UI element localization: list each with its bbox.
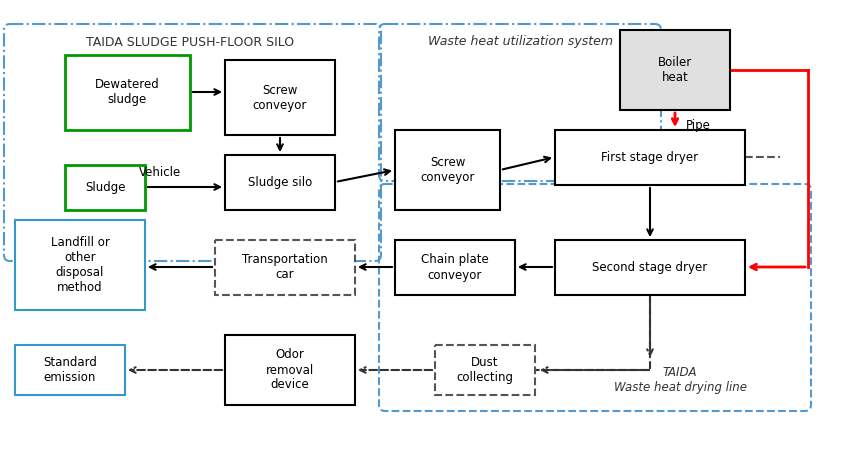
FancyBboxPatch shape [395, 130, 500, 210]
Text: Sludge: Sludge [85, 181, 126, 194]
Text: Standard
emission: Standard emission [43, 356, 97, 384]
Text: TAIDA SLUDGE PUSH-FLOOR SILO: TAIDA SLUDGE PUSH-FLOOR SILO [86, 36, 294, 49]
Text: Sludge silo: Sludge silo [248, 176, 312, 189]
FancyBboxPatch shape [435, 345, 535, 395]
Text: Dewatered
sludge: Dewatered sludge [95, 78, 160, 106]
FancyBboxPatch shape [15, 345, 125, 395]
Text: TAIDA
Waste heat drying line: TAIDA Waste heat drying line [613, 366, 746, 394]
Text: Chain plate
conveyor: Chain plate conveyor [421, 253, 489, 281]
FancyBboxPatch shape [395, 240, 515, 295]
FancyBboxPatch shape [555, 240, 745, 295]
FancyBboxPatch shape [555, 130, 745, 185]
FancyBboxPatch shape [225, 335, 355, 405]
Text: Landfill or
other
disposal
method: Landfill or other disposal method [51, 236, 109, 294]
FancyBboxPatch shape [225, 60, 335, 135]
FancyBboxPatch shape [15, 220, 145, 310]
Text: Odor
removal
device: Odor removal device [266, 349, 314, 391]
Text: Boiler
heat: Boiler heat [658, 56, 692, 84]
Text: Transportation
car: Transportation car [243, 253, 328, 281]
FancyBboxPatch shape [215, 240, 355, 295]
FancyBboxPatch shape [65, 165, 145, 210]
Text: Screw
conveyor: Screw conveyor [253, 83, 307, 111]
Text: Second stage dryer: Second stage dryer [593, 261, 707, 274]
Text: Vehicle: Vehicle [139, 166, 181, 179]
Text: Waste heat utilization system: Waste heat utilization system [427, 36, 612, 49]
Text: Pipe: Pipe [686, 119, 711, 132]
FancyBboxPatch shape [225, 155, 335, 210]
Text: Screw
conveyor: Screw conveyor [421, 156, 475, 184]
Text: Dust
collecting: Dust collecting [456, 356, 514, 384]
FancyBboxPatch shape [65, 55, 190, 130]
FancyBboxPatch shape [620, 30, 730, 110]
Text: First stage dryer: First stage dryer [601, 151, 699, 164]
